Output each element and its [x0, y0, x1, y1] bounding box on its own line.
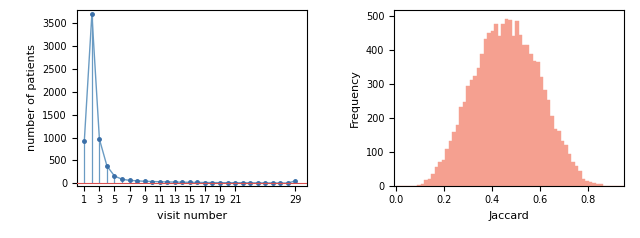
Bar	[509, 20, 512, 186]
Bar	[572, 162, 575, 186]
Bar	[502, 24, 505, 186]
Bar	[467, 86, 470, 186]
Bar	[533, 61, 536, 186]
Bar	[431, 174, 435, 186]
Bar	[498, 36, 502, 186]
Bar	[495, 25, 498, 186]
Bar	[491, 31, 495, 186]
Bar	[561, 141, 564, 186]
Bar	[515, 21, 519, 186]
Bar	[456, 125, 460, 186]
Bar	[526, 45, 529, 186]
Y-axis label: number of patients: number of patients	[27, 44, 36, 151]
Bar	[593, 183, 596, 186]
Bar	[543, 90, 547, 186]
Bar	[522, 45, 526, 186]
Bar	[442, 159, 445, 186]
Bar	[428, 179, 431, 186]
Bar	[421, 184, 424, 186]
Bar	[600, 184, 603, 186]
X-axis label: visit number: visit number	[157, 211, 227, 221]
Bar	[474, 76, 477, 186]
X-axis label: Jaccard: Jaccard	[489, 211, 529, 221]
Bar	[424, 179, 428, 186]
Bar	[550, 116, 554, 186]
Bar	[470, 80, 474, 186]
Bar	[452, 133, 456, 186]
Bar	[582, 178, 586, 186]
Bar	[568, 154, 572, 186]
Bar	[512, 36, 515, 186]
Bar	[554, 129, 557, 186]
Bar	[435, 167, 438, 186]
Bar	[438, 162, 442, 186]
Bar	[586, 181, 589, 186]
Bar	[575, 166, 579, 186]
Bar	[536, 62, 540, 186]
Bar	[484, 39, 488, 186]
Bar	[505, 19, 509, 186]
Bar	[463, 102, 467, 186]
Bar	[540, 77, 543, 186]
Bar	[445, 149, 449, 186]
Bar	[488, 33, 491, 186]
Bar	[417, 185, 421, 186]
Bar	[519, 35, 522, 186]
Bar	[477, 68, 481, 186]
Bar	[529, 54, 533, 186]
Bar	[564, 145, 568, 186]
Bar	[596, 183, 600, 186]
Bar	[579, 171, 582, 186]
Bar	[481, 54, 484, 186]
Bar	[557, 131, 561, 186]
Bar	[449, 141, 452, 186]
Bar	[589, 182, 593, 186]
Y-axis label: Frequency: Frequency	[350, 69, 360, 127]
Bar	[460, 107, 463, 186]
Bar	[547, 100, 550, 186]
